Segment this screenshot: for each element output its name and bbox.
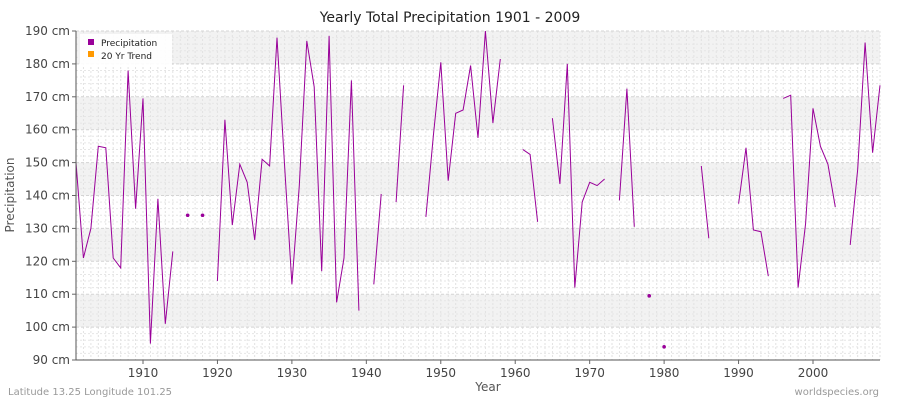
plot-band (76, 261, 880, 295)
chart-title: Yearly Total Precipitation 1901 - 2009 (319, 10, 581, 26)
x-tick-label: 1940 (351, 366, 382, 380)
x-axis-label: Year (474, 380, 500, 394)
y-tick-label: 160 cm (25, 123, 70, 137)
y-tick-label: 190 cm (25, 24, 70, 38)
legend-label-precipitation: Precipitation (101, 39, 157, 49)
series-line-segment (75, 70, 174, 344)
y-tick-label: 130 cm (25, 221, 70, 235)
y-tick-label: 120 cm (25, 254, 70, 268)
x-tick-label: 1960 (500, 366, 531, 380)
x-tick-label: 1920 (202, 366, 233, 380)
legend-label-trend: 20 Yr Trend (101, 52, 152, 62)
series-point-isolated (662, 345, 666, 349)
series-precipitation (75, 30, 881, 349)
footer-coordinates: Latitude 13.25 Longitude 101.25 (8, 387, 172, 398)
series-line-segment (551, 63, 605, 288)
x-tick-label: 1980 (649, 366, 680, 380)
series-line-segment (425, 30, 501, 217)
y-tick-label: 100 cm (25, 320, 70, 334)
x-tick-label: 1990 (723, 366, 754, 380)
x-tick-label: 1930 (277, 366, 308, 380)
series-point-isolated (185, 213, 190, 218)
legend-swatch-precipitation (88, 39, 94, 45)
series-line-segment (738, 147, 769, 277)
series-line-segment (522, 148, 539, 222)
x-tick-label: 1970 (574, 366, 605, 380)
tick-labels: 90 cm 100 cm 110 cm 120 cm 130 cm 140 cm 150 c… (25, 24, 828, 380)
y-tick-label: 110 cm (25, 287, 70, 301)
legend: Precipitation 20 Yr Trend (80, 34, 172, 66)
series-point-isolated (200, 213, 205, 218)
series-line-segment (700, 165, 710, 239)
y-tick-label: 170 cm (25, 90, 70, 104)
footer-source: worldspecies.org (795, 387, 879, 398)
y-tick-label: 140 cm (25, 189, 70, 203)
legend-swatch-trend (88, 51, 94, 57)
x-tick-label: 1950 (426, 366, 457, 380)
y-tick-label: 150 cm (25, 156, 70, 170)
series-line-segment (618, 88, 635, 227)
legend-box (80, 34, 172, 66)
x-tick-label: 2000 (798, 366, 829, 380)
series-point-isolated (647, 294, 652, 298)
series-line-segment (849, 42, 881, 245)
y-tick-label: 90 cm (33, 353, 70, 367)
series-line-segment (395, 85, 405, 203)
series-line-segment (216, 35, 360, 311)
series-line-segment (373, 193, 382, 285)
y-tick-label: 180 cm (25, 57, 70, 71)
y-axis-label: Precipitation (3, 157, 17, 232)
x-tick-label: 1910 (128, 366, 159, 380)
series-layer (75, 30, 881, 349)
series-line-segment (783, 94, 836, 288)
